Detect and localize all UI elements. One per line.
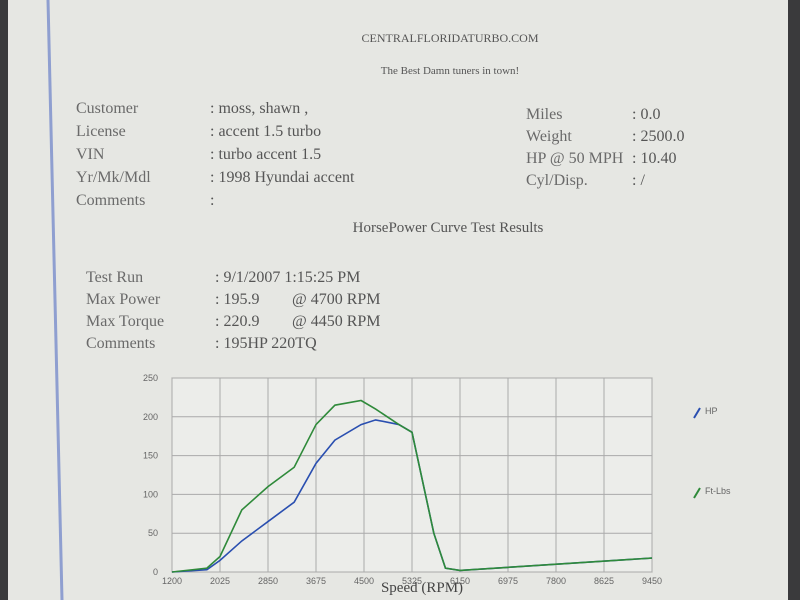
field-label: Max Power	[86, 291, 161, 308]
field-value: : 2500.0	[632, 128, 684, 145]
x-tick-label: 7800	[546, 576, 566, 586]
field-label: Customer	[76, 100, 139, 117]
field-label: HP @ 50 MPH	[526, 150, 624, 167]
field-value: @ 4450 RPM	[292, 313, 381, 330]
x-tick-label: 8625	[594, 576, 614, 586]
x-tick-label: 4500	[354, 576, 374, 586]
field-value: : 10.40	[632, 150, 676, 167]
legend-label: Ft-Lbs	[705, 486, 731, 496]
tagline: The Best Damn tuners in town!	[381, 65, 519, 77]
field-value: : accent 1.5 turbo	[210, 123, 321, 140]
field-label: Comments	[76, 192, 145, 209]
y-tick-label: 0	[153, 567, 158, 577]
field-label: Cyl/Disp.	[526, 172, 588, 189]
x-tick-label: 3675	[306, 576, 326, 586]
field-label: Yr/Mk/Mdl	[76, 169, 151, 186]
series-line	[171, 399, 653, 573]
y-tick-label: 200	[143, 412, 158, 422]
x-tick-label: 5325	[402, 576, 422, 586]
y-tick-label: 50	[148, 528, 158, 538]
field-value: @ 4700 RPM	[292, 291, 381, 308]
field-value: :	[210, 192, 214, 209]
y-tick-label: 150	[143, 451, 158, 461]
field-value: : 9/1/2007 1:15:25 PM	[215, 269, 360, 286]
x-tick-label: 2025	[210, 576, 230, 586]
field-value: : /	[632, 172, 645, 189]
field-value: : 1998 Hyundai accent	[210, 169, 355, 186]
field-label: License	[76, 123, 126, 140]
legend-label: HP	[705, 406, 718, 416]
field-value: : 195.9	[215, 291, 259, 308]
field-label: Max Torque	[86, 313, 164, 330]
field-label: Weight	[526, 128, 572, 145]
field-value: : 195HP 220TQ	[215, 335, 317, 352]
legend-swatch	[693, 487, 701, 499]
field-value: : 220.9	[215, 313, 259, 330]
field-value: : moss, shawn ,	[210, 100, 308, 117]
section-title: HorsePower Curve Test Results	[353, 220, 544, 236]
field-value: : turbo accent 1.5	[210, 146, 321, 163]
x-axis-label: Speed (RPM)	[381, 580, 463, 596]
legend-swatch	[693, 407, 701, 419]
field-value: : 0.0	[632, 106, 660, 123]
x-tick-label: 6150	[450, 576, 470, 586]
y-tick-label: 250	[143, 373, 158, 383]
chart: 0 50 100 150 200 250 1200 2025 2850 3675 4500 5325 6…	[143, 373, 731, 596]
y-tick-label: 100	[143, 489, 158, 499]
x-tick-label: 2850	[258, 576, 278, 586]
field-label: Miles	[526, 106, 562, 123]
x-tick-label: 6975	[498, 576, 518, 586]
margin-line	[46, 0, 64, 600]
site-name: CENTRALFLORIDATURBO.COM	[361, 31, 538, 45]
field-label: Comments	[86, 335, 155, 352]
x-tick-label: 9450	[642, 576, 662, 586]
field-label: Test Run	[86, 269, 143, 286]
x-tick-label: 1200	[162, 576, 182, 586]
field-label: VIN	[76, 146, 105, 163]
